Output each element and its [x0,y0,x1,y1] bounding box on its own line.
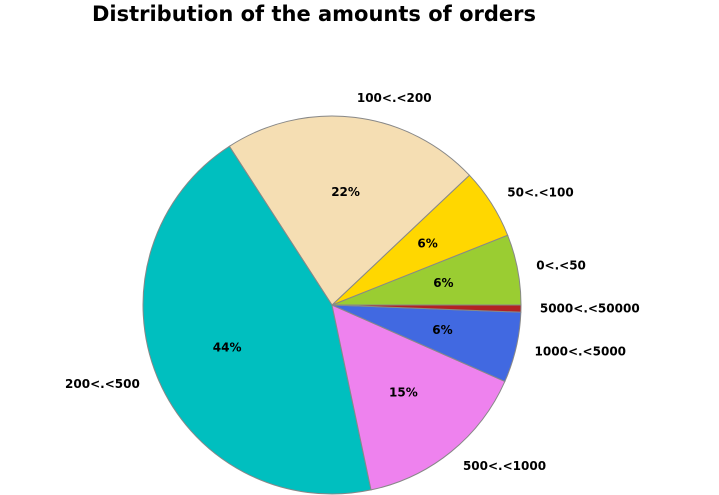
slice-label-1000-5000: 1000<.<5000 [535,344,626,358]
slice-percent-200-500: 44% [213,341,242,355]
slice-percent-100-200: 22% [331,185,360,199]
slice-label-50-100: 50<.<100 [507,186,573,200]
pie-slice-5000-50000 [331,304,522,313]
pie-slice-200-500 [142,145,372,495]
pie-slices [142,115,522,495]
slice-percent-500-1000: 15% [389,386,418,400]
pie-labels: 0<.<50 6% 50<.<100 6% 100<.<200 22% 200<.<500 4… [65,91,640,473]
slice-label-5000-50000: 5000<.<50000 [540,301,640,315]
slice-percent-1000-5000: 6% [432,323,452,337]
pie-slice-100-200 [228,115,471,306]
slice-percent-0-50: 6% [433,276,453,290]
slice-label-500-1000: 500<.<1000 [463,459,546,473]
chart-title: Distribution of the amounts of orders [91,2,537,26]
slice-label-0-50: 0<.<50 [536,258,586,272]
slice-label-100-200: 100<.<200 [357,91,432,105]
slice-label-200-500: 200<.<500 [65,377,140,391]
pie-slice-500-1000 [331,304,506,491]
slice-percent-50-100: 6% [417,237,437,251]
